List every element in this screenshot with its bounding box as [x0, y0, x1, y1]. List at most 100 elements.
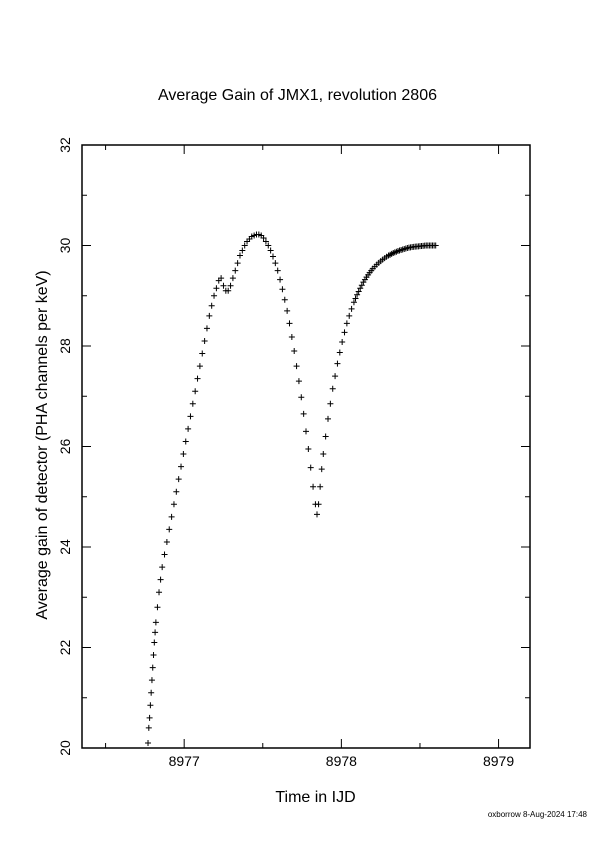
- chart-title: Average Gain of JMX1, revolution 2806: [158, 87, 437, 104]
- data-point: [339, 338, 346, 345]
- data-point: [241, 242, 248, 249]
- data-point: [293, 363, 300, 370]
- data-point: [336, 349, 343, 356]
- data-point: [187, 413, 194, 420]
- data-point: [180, 451, 187, 458]
- x-tick-label: 8979: [483, 753, 514, 769]
- y-tick-label: 28: [57, 338, 73, 354]
- data-point: [211, 292, 218, 299]
- data-point: [192, 388, 199, 395]
- data-point: [265, 242, 272, 249]
- data-point: [262, 238, 269, 245]
- data-point: [168, 513, 175, 520]
- data-point: [274, 267, 281, 274]
- data-point: [358, 282, 365, 289]
- data-point: [173, 488, 180, 495]
- data-point: [329, 385, 336, 392]
- data-point: [194, 375, 201, 382]
- data-point: [352, 295, 359, 302]
- data-point: [170, 501, 177, 508]
- data-point: [303, 428, 309, 435]
- data-point: [325, 415, 332, 422]
- data-point: [281, 296, 288, 303]
- data-point: [357, 285, 364, 292]
- data-point: [288, 333, 295, 340]
- data-point: [159, 564, 166, 571]
- x-axis-label: Time in IJD: [275, 789, 356, 806]
- data-point: [355, 288, 362, 295]
- data-point: [151, 639, 158, 646]
- axis-ticks: 20 22 24 26 28 30 32 8977 8978 8979: [57, 137, 530, 769]
- data-point: [196, 363, 203, 370]
- data-point: [185, 425, 192, 432]
- data-point: [203, 325, 210, 332]
- data-point: [232, 267, 239, 274]
- data-point: [399, 246, 406, 253]
- data-point: [239, 247, 246, 254]
- data-point: [175, 476, 182, 483]
- data-point: [307, 464, 314, 471]
- data-point: [432, 242, 439, 249]
- data-point: [236, 252, 243, 259]
- data-point: [320, 451, 327, 458]
- data-point: [315, 501, 322, 508]
- data-point: [300, 410, 307, 417]
- data-point: [152, 629, 159, 636]
- data-point: [348, 305, 355, 312]
- data-point: [260, 234, 267, 241]
- data-point: [314, 511, 321, 518]
- y-tick-label: 26: [57, 439, 73, 455]
- data-point: [229, 275, 236, 282]
- data-point: [152, 619, 159, 626]
- data-point: [227, 282, 234, 289]
- data-point: [150, 652, 157, 659]
- data-point: [178, 463, 185, 470]
- data-point: [206, 312, 213, 319]
- data-point: [284, 307, 291, 314]
- y-tick-label: 24: [57, 539, 73, 555]
- data-point: [291, 348, 298, 355]
- data-point: [318, 466, 325, 473]
- data-point: [279, 286, 286, 293]
- data-point: [156, 589, 163, 596]
- data-point: [201, 337, 208, 344]
- data-point: [332, 373, 339, 380]
- data-point: [182, 438, 189, 445]
- data-point: [218, 275, 225, 282]
- data-marks: [145, 231, 439, 746]
- data-point: [402, 245, 409, 252]
- data-point: [149, 664, 156, 671]
- y-tick-label: 32: [57, 137, 73, 153]
- data-point: [154, 604, 161, 611]
- data-point: [161, 551, 168, 558]
- data-point: [145, 724, 152, 731]
- y-tick-label: 20: [57, 740, 73, 756]
- data-point: [327, 400, 334, 407]
- y-tick-label: 22: [57, 640, 73, 656]
- data-point: [234, 260, 241, 267]
- data-point: [148, 677, 155, 684]
- data-point: [343, 320, 350, 327]
- data-point: [163, 538, 170, 545]
- data-point: [346, 312, 353, 319]
- data-point: [146, 714, 153, 721]
- x-tick-label: 8977: [169, 753, 200, 769]
- data-point: [157, 576, 164, 583]
- data-point: [322, 433, 329, 440]
- data-point: [298, 394, 305, 401]
- data-point: [147, 702, 154, 709]
- data-point: [145, 739, 152, 746]
- plot-frame: [81, 144, 531, 749]
- data-point: [189, 400, 196, 407]
- data-point: [220, 282, 227, 289]
- data-point: [148, 689, 155, 696]
- data-point: [286, 320, 293, 327]
- data-point: [166, 526, 173, 533]
- x-tick-label: 8978: [326, 753, 357, 769]
- data-point: [269, 253, 276, 260]
- data-point: [225, 287, 232, 294]
- data-point: [208, 302, 215, 309]
- data-point: [334, 360, 341, 367]
